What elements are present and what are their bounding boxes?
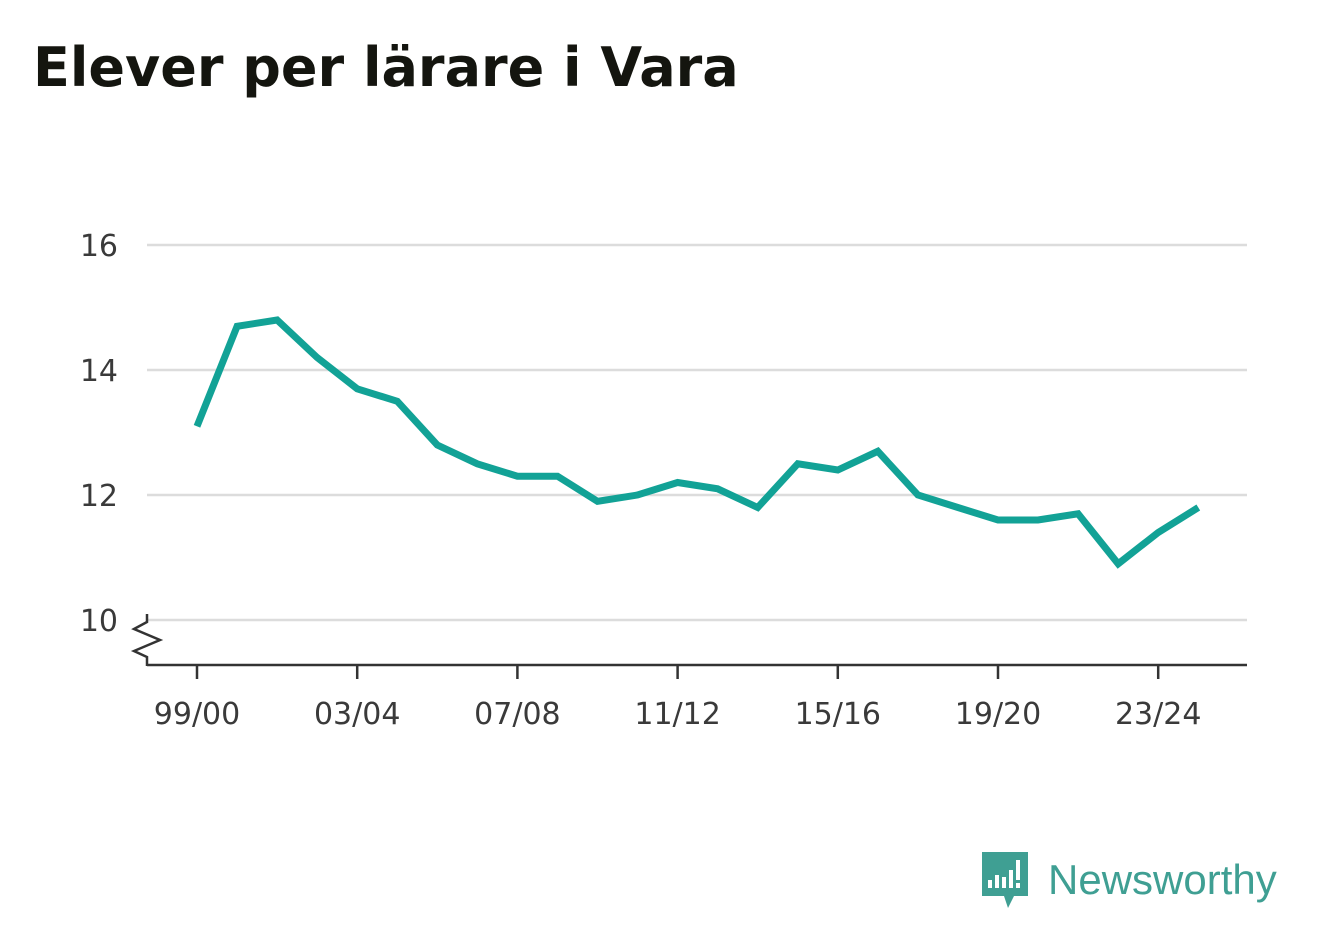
y-axis-break-mark <box>130 614 164 666</box>
y-tick-label: 10 <box>80 604 118 639</box>
x-tick-label: 03/04 <box>314 697 400 732</box>
x-tick-label: 19/20 <box>955 697 1041 732</box>
y-tick-label: 16 <box>80 229 118 264</box>
y-tick-label: 12 <box>80 479 118 514</box>
brand-logo: Newsworthy <box>980 850 1277 910</box>
x-tick-label: 23/24 <box>1115 697 1201 732</box>
newsworthy-logo-icon <box>982 852 1028 908</box>
y-tick-label: 14 <box>80 354 118 389</box>
gridlines <box>147 243 1247 622</box>
x-tick-label: 15/16 <box>795 697 881 732</box>
x-axis-labels: 99/00 03/04 07/08 11/12 15/16 19/20 23/24 <box>154 697 1202 732</box>
y-axis-labels: 10 12 14 16 <box>80 229 118 639</box>
x-tick-label: 99/00 <box>154 697 240 732</box>
chart-title: Elever per lärare i Vara <box>33 36 739 99</box>
series-layer <box>193 316 1201 569</box>
x-tick-label: 07/08 <box>474 697 560 732</box>
brand-name: Newsworthy <box>1048 856 1277 903</box>
series-line <box>193 316 1201 569</box>
x-tick-label: 11/12 <box>634 697 720 732</box>
x-axis <box>130 614 1247 679</box>
